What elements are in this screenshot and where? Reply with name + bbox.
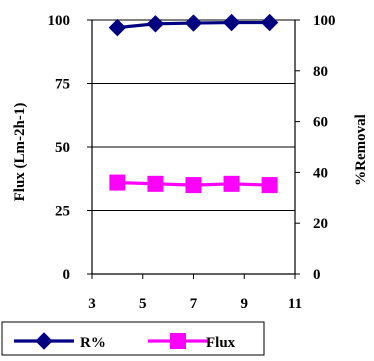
y-left-tick-label: 25 <box>55 204 70 220</box>
y-left-tick-label: 100 <box>48 13 71 29</box>
y-left-tick-label: 50 <box>55 140 70 156</box>
flux-point <box>185 177 202 194</box>
y-right-tick-label: 40 <box>313 165 328 181</box>
legend: R% Flux <box>1 321 265 356</box>
y-right-tick-label: 60 <box>313 115 328 131</box>
y-left-tick-label: 0 <box>63 267 71 283</box>
axes-layer <box>87 19 300 279</box>
x-tick-label: 7 <box>190 296 198 312</box>
label-layer: Flux (Lm-2h-1) %Removal 0255075100020406… <box>12 13 369 312</box>
legend-label: R% <box>80 335 106 351</box>
y-right-tick-label: 0 <box>313 267 321 283</box>
removal-point <box>260 13 279 32</box>
y-right-tick-label: 80 <box>313 64 328 80</box>
legend-label: Flux <box>206 335 236 351</box>
legend-marker-removal <box>35 332 53 350</box>
y-left-axis-label: Flux (Lm-2h-1) <box>12 103 28 202</box>
y-left-tick-label: 75 <box>55 77 70 93</box>
y-right-axis-label: %Removal <box>353 114 369 186</box>
x-tick-label: 11 <box>288 296 302 312</box>
flux-point <box>223 175 240 192</box>
x-tick-label: 5 <box>139 296 147 312</box>
flux-point <box>109 174 126 191</box>
removal-point <box>184 14 203 32</box>
y-right-tick-label: 100 <box>313 13 336 29</box>
legend-marker-flux <box>170 333 186 349</box>
flux-point <box>147 175 164 192</box>
x-tick-label: 9 <box>241 296 249 312</box>
removal-point <box>108 18 127 37</box>
removal-point <box>222 13 241 32</box>
y-right-tick-label: 20 <box>313 216 328 232</box>
removal-point <box>146 15 165 33</box>
flux-point <box>261 177 278 194</box>
x-tick-label: 3 <box>88 296 96 312</box>
series-layer <box>108 13 279 194</box>
